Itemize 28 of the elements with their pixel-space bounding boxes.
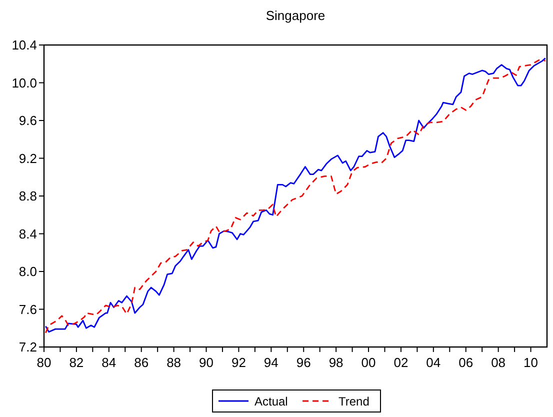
x-tick-label: 94 [264, 355, 278, 370]
x-tick-label: 86 [134, 355, 149, 370]
x-tick-label: 08 [491, 355, 506, 370]
x-tick-label: 10 [524, 355, 538, 370]
legend-label: Trend [338, 394, 370, 408]
y-tick-label: 10.0 [12, 75, 37, 90]
x-tick-label: 00 [361, 355, 376, 370]
y-tick-label: 7.6 [18, 302, 37, 317]
chart-title: Singapore [266, 8, 326, 23]
y-tick-label: 9.6 [18, 113, 37, 128]
legend-label: Actual [254, 394, 288, 408]
x-tick-label: 06 [458, 355, 474, 370]
y-tick-label: 8.8 [18, 188, 37, 204]
x-tick-label: 92 [231, 355, 246, 370]
x-tick-label: 90 [199, 355, 214, 370]
x-tick-label: 84 [102, 355, 116, 370]
x-tick-label: 02 [394, 355, 408, 370]
x-tick-label: 82 [69, 355, 84, 370]
x-tick-label: 96 [296, 355, 311, 370]
x-tick-label: 88 [166, 355, 182, 370]
y-tick-label: 8.4 [18, 226, 37, 242]
x-tick-label: 04 [426, 355, 441, 370]
y-tick-label: 7.2 [18, 340, 37, 355]
y-tick-label: 9.2 [18, 150, 37, 166]
y-tick-label: 8.0 [18, 264, 37, 280]
y-tick-label: 10.4 [12, 38, 37, 53]
x-tick-label: 80 [36, 355, 52, 370]
x-tick-label: 98 [328, 355, 344, 370]
